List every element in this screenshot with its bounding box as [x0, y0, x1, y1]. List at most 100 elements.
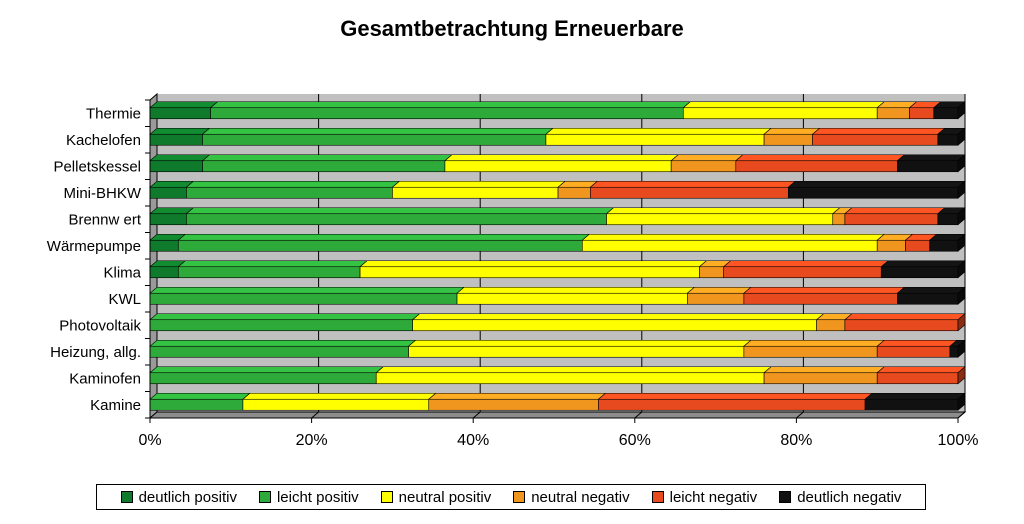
bar-top — [149, 154, 211, 162]
bar-top — [682, 101, 886, 109]
bar-end — [957, 339, 966, 358]
bar-segment — [177, 266, 361, 279]
bar-segment — [557, 186, 591, 199]
category-label: Photovoltaik — [59, 317, 141, 334]
x-tick-label: 60% — [619, 432, 651, 449]
plot-background — [150, 94, 965, 418]
plot-floor — [148, 411, 967, 419]
gridline-floor — [311, 411, 319, 419]
bar-top — [149, 180, 195, 188]
bar-top — [411, 313, 825, 321]
gridline-floor — [472, 411, 481, 419]
bar-top — [787, 180, 966, 188]
bar-segment — [909, 107, 935, 120]
legend-item: neutral positiv — [380, 488, 492, 506]
bar-top — [149, 286, 465, 294]
bar-top — [149, 366, 385, 374]
bar-segment — [682, 107, 878, 120]
bar-segment — [412, 319, 817, 332]
category-label: Wärmepumpe — [47, 238, 141, 255]
bar-top — [149, 127, 211, 135]
bar-segment — [743, 292, 898, 305]
bar-top — [149, 207, 195, 215]
legend-swatch — [380, 491, 393, 503]
bar-segment — [606, 213, 834, 226]
bar-top — [876, 339, 958, 347]
bar-top — [896, 154, 966, 162]
bar-segment — [876, 345, 951, 358]
category-label: KWL — [108, 291, 141, 308]
bar-top — [185, 180, 401, 188]
legend-label: neutral positiv — [398, 488, 492, 506]
legend-swatch — [258, 491, 271, 503]
category-label: Mini-BHKW — [64, 185, 142, 202]
bar-segment — [937, 133, 959, 146]
bar-end — [957, 233, 966, 252]
bar-end — [957, 180, 966, 199]
bar-top — [149, 313, 421, 321]
bar-segment — [832, 213, 846, 226]
legend-item: leicht negativ — [651, 489, 757, 506]
legend-item: neutral negativ — [513, 489, 630, 506]
bar-top — [177, 260, 368, 268]
bar-segment — [929, 239, 959, 252]
legend-item: leicht positiv — [258, 489, 359, 506]
bar-segment — [897, 292, 959, 305]
bar-segment — [149, 160, 203, 173]
bar-segment — [763, 133, 813, 146]
bar-top — [876, 366, 966, 374]
bar-top — [242, 392, 437, 400]
bar-segment — [937, 213, 959, 226]
bar-segment — [880, 266, 959, 279]
bar-top — [149, 339, 417, 347]
bar-top — [763, 366, 886, 374]
x-tick-label: 0% — [138, 432, 161, 449]
bar-segment — [788, 186, 959, 199]
gridline-floor — [634, 411, 643, 419]
x-tick-label: 100% — [938, 432, 979, 449]
bar-segment — [149, 213, 187, 226]
bar-segment — [581, 239, 878, 252]
bar-segment — [876, 239, 906, 252]
bar-top — [201, 154, 453, 162]
bar-segment — [735, 160, 898, 173]
bar-end — [957, 154, 966, 173]
bar-segment — [444, 160, 672, 173]
bar-top — [743, 286, 906, 294]
bar-segment — [186, 186, 393, 199]
category-label: Kaminofen — [69, 370, 141, 387]
bar-end — [957, 313, 966, 332]
legend-swatch — [120, 491, 133, 503]
bar-top — [185, 207, 615, 215]
chart-plot: Thermie Kachelofen Pelletskessel Mini-BHKW B… — [47, 92, 979, 449]
bar-segment — [743, 345, 878, 358]
bar-segment — [428, 398, 599, 411]
bar-end — [957, 366, 966, 385]
bar-segment — [456, 292, 688, 305]
bar-top — [149, 101, 219, 109]
bar-segment — [149, 266, 179, 279]
category-label: Brennw ert — [68, 211, 141, 228]
legend-swatch — [513, 491, 526, 503]
bar-segment — [723, 266, 882, 279]
bar-segment — [844, 213, 939, 226]
bar-top — [597, 392, 873, 400]
bar-segment — [949, 345, 959, 358]
category-label: Heizung, allg. — [50, 344, 141, 361]
bar-segment — [816, 319, 846, 332]
bar-segment — [149, 319, 413, 332]
bar-top — [201, 127, 554, 135]
bar-top — [456, 286, 696, 294]
bar-segment — [359, 266, 700, 279]
x-tick-label: 80% — [780, 432, 812, 449]
bar-segment — [149, 398, 244, 411]
bar-segment — [687, 292, 745, 305]
bar-end — [957, 207, 966, 226]
bar-segment — [149, 107, 211, 120]
bar-top — [589, 180, 797, 188]
bar-top — [743, 339, 886, 347]
bar-segment — [202, 160, 446, 173]
bar-top — [864, 392, 966, 400]
bar-top — [375, 366, 772, 374]
legend-label: deutlich positiv — [138, 488, 237, 506]
